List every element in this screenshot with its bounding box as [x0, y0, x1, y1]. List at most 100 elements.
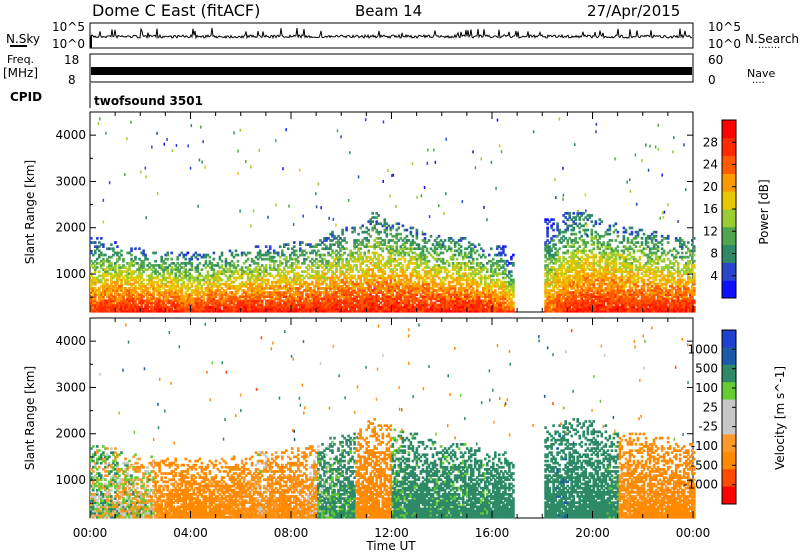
heatmap-cell: [453, 303, 457, 307]
heatmap-cell: [144, 305, 147, 309]
heatmap-cell: [439, 268, 443, 271]
heatmap-cell: [176, 301, 179, 305]
beam-title: Beam 14: [355, 2, 422, 20]
heatmap-cell: [323, 239, 326, 242]
heatmap-cell: [435, 297, 439, 301]
heatmap-cell: [463, 307, 467, 311]
heatmap-cell: [228, 301, 232, 305]
heatmap-cell: [252, 280, 256, 284]
heatmap-cell: [260, 305, 264, 309]
heatmap-cell: [293, 307, 296, 311]
heatmap-cell: [250, 284, 254, 288]
heatmap-cell: [108, 297, 111, 301]
heatmap-cell: [180, 266, 184, 269]
heatmap-cell: [391, 284, 395, 288]
heatmap-cell: [276, 284, 280, 288]
heatmap-cell: [190, 309, 194, 313]
heatmap-cell: [162, 307, 165, 311]
heatmap-cell: [309, 303, 312, 307]
heatmap-cell: [206, 284, 210, 288]
heatmap-cell: [327, 264, 330, 267]
heatmap-cell: [343, 303, 346, 307]
heatmap-cell: [158, 303, 161, 307]
heatmap-cell: [230, 270, 234, 273]
heatmap-cell: [272, 284, 276, 288]
heatmap-cell: [401, 289, 405, 292]
heatmap-cell: [397, 222, 401, 226]
heatmap-cell: [315, 295, 318, 298]
heatmap-cell: [401, 255, 405, 259]
heatmap-cell: [104, 287, 107, 290]
heatmap-cell: [266, 301, 270, 305]
heatmap-cell: [357, 309, 360, 313]
heatmap-cell: [114, 280, 117, 284]
heatmap-cell: [439, 266, 443, 269]
heatmap-cell: [311, 262, 314, 265]
heatmap-cell: [425, 266, 429, 269]
heatmap-cell: [425, 247, 429, 251]
heatmap-cell: [393, 276, 397, 280]
heatmap-cell: [369, 282, 372, 286]
heatmap-cell: [315, 293, 318, 296]
heatmap-cell: [260, 295, 264, 298]
heatmap-cell: [146, 305, 149, 309]
heatmap-cell: [433, 274, 437, 278]
heatmap-cell: [385, 232, 389, 236]
heatmap-cell: [184, 268, 188, 271]
heatmap-cell: [214, 274, 218, 278]
heatmap-cell: [339, 268, 342, 271]
heatmap-cell: [385, 278, 389, 282]
heatmap-cell: [325, 303, 328, 307]
heatmap-cell: [343, 251, 346, 255]
heatmap-cell: [333, 237, 336, 240]
heatmap-cell: [373, 309, 376, 313]
heatmap-cell: [339, 280, 342, 284]
heatmap-cell: [433, 257, 437, 261]
freq-left-tick-bottom: 8: [68, 73, 76, 87]
heatmap-cell: [341, 280, 344, 284]
heatmap-cell: [134, 297, 137, 301]
heatmap-cell: [260, 307, 264, 311]
heatmap-cell: [325, 262, 328, 265]
heatmap-cell: [291, 266, 294, 269]
heatmap-cell: [455, 301, 459, 305]
heatmap-cell: [285, 282, 288, 286]
heatmap-cell: [301, 297, 304, 301]
heatmap-cell: [124, 289, 127, 292]
heatmap-cell: [150, 295, 153, 298]
heatmap-cell: [148, 282, 151, 286]
heatmap-cell: [122, 307, 125, 311]
heatmap-cell: [110, 264, 113, 267]
heatmap-cell: [441, 262, 445, 265]
heatmap-cell: [276, 297, 280, 301]
heatmap-cell: [385, 247, 389, 251]
heatmap-cell: [393, 309, 397, 313]
heatmap-cell: [367, 299, 370, 303]
heatmap-cell: [256, 251, 260, 255]
heatmap-cell: [291, 289, 294, 292]
heatmap-cell: [385, 291, 389, 294]
heatmap-cell: [299, 307, 302, 311]
heatmap-cell: [349, 299, 352, 303]
heatmap-cell: [232, 295, 236, 298]
heatmap-cell: [325, 291, 328, 294]
heatmap-cell: [162, 303, 165, 307]
heatmap-cell: [283, 272, 286, 276]
heatmap-cell: [254, 255, 258, 259]
heatmap-cell: [455, 272, 459, 276]
heatmap-cell: [377, 214, 380, 217]
heatmap-cell: [347, 287, 350, 290]
heatmap-cell: [566, 249, 569, 253]
heatmap-cell: [429, 299, 433, 303]
heatmap-cell: [182, 255, 186, 259]
heatmap-cell: [272, 301, 276, 305]
heatmap-cell: [471, 249, 475, 253]
heatmap-cell: [313, 293, 316, 296]
heatmap-cell: [309, 259, 312, 263]
heatmap-cell: [242, 299, 246, 303]
heatmap-cell: [128, 272, 131, 276]
heatmap-cell: [172, 291, 175, 294]
heatmap-cell: [355, 297, 358, 301]
heatmap-cell: [345, 289, 348, 292]
heatmap-cell: [297, 287, 300, 290]
